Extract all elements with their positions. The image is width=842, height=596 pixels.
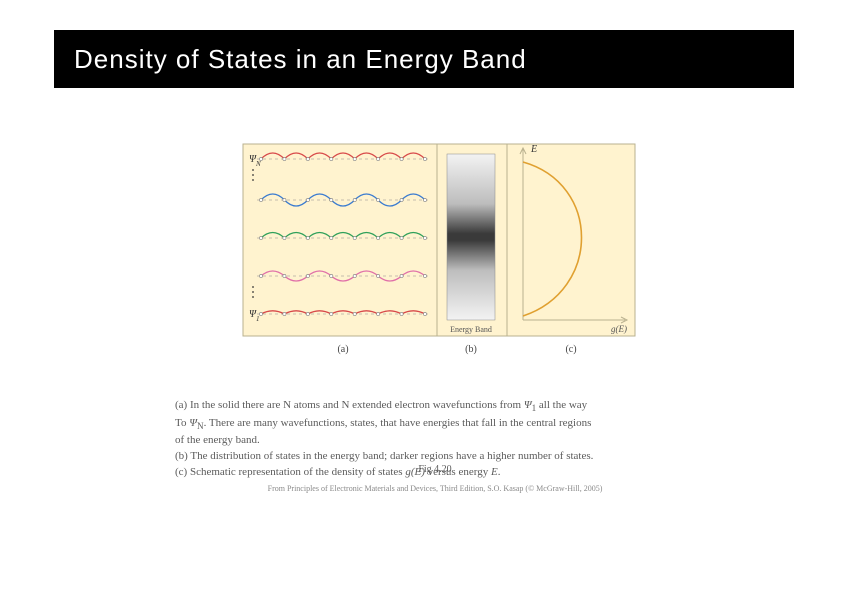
svg-text:(c): (c) — [565, 344, 576, 355]
caption-b: (b) The distribution of states in the en… — [175, 449, 695, 464]
caption-a3: of the energy band. — [175, 433, 695, 448]
caption-a2-sub: N — [197, 421, 204, 431]
svg-text:g(E): g(E) — [611, 324, 627, 334]
source-line: From Principles of Electronic Materials … — [175, 484, 695, 493]
page-title: Density of States in an Energy Band — [74, 44, 527, 75]
caption-a2-post: . There are many wavefunctions, states, … — [204, 417, 592, 429]
svg-text:E: E — [530, 144, 537, 155]
caption-a2-psi: Ψ — [189, 417, 197, 429]
caption-a2-pre: To — [175, 417, 189, 429]
caption-a1-pre: (a) In the solid there are N atoms and N… — [175, 399, 524, 411]
figure-svg: ΨNΨ1Energy BandEg(E)(a)(b)(c) — [225, 140, 645, 360]
figure-420: ΨNΨ1Energy BandEg(E)(a)(b)(c) — [225, 140, 645, 360]
title-bar: Density of States in an Energy Band — [54, 30, 794, 88]
svg-text:(a): (a) — [337, 344, 348, 355]
svg-text:Energy Band: Energy Band — [450, 325, 492, 334]
figure-label: Fig 4.20 — [175, 464, 695, 475]
caption-a1-psi: Ψ — [524, 399, 532, 411]
svg-text:(b): (b) — [465, 344, 477, 355]
caption-a1-post: all the way — [536, 399, 587, 411]
